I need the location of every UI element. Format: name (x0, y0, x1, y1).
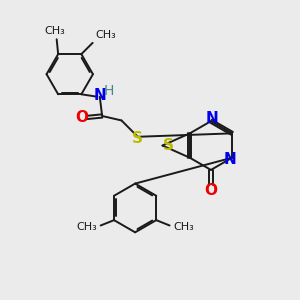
Text: H: H (104, 84, 115, 98)
Text: N: N (93, 88, 106, 103)
Text: CH₃: CH₃ (173, 222, 194, 232)
Text: CH₃: CH₃ (45, 26, 66, 36)
Text: CH₃: CH₃ (95, 30, 116, 40)
Text: S: S (132, 131, 143, 146)
Text: O: O (76, 110, 89, 125)
Text: CH₃: CH₃ (76, 222, 97, 232)
Text: N: N (205, 111, 218, 126)
Text: N: N (223, 152, 236, 167)
Text: O: O (204, 183, 218, 198)
Text: S: S (163, 138, 174, 153)
